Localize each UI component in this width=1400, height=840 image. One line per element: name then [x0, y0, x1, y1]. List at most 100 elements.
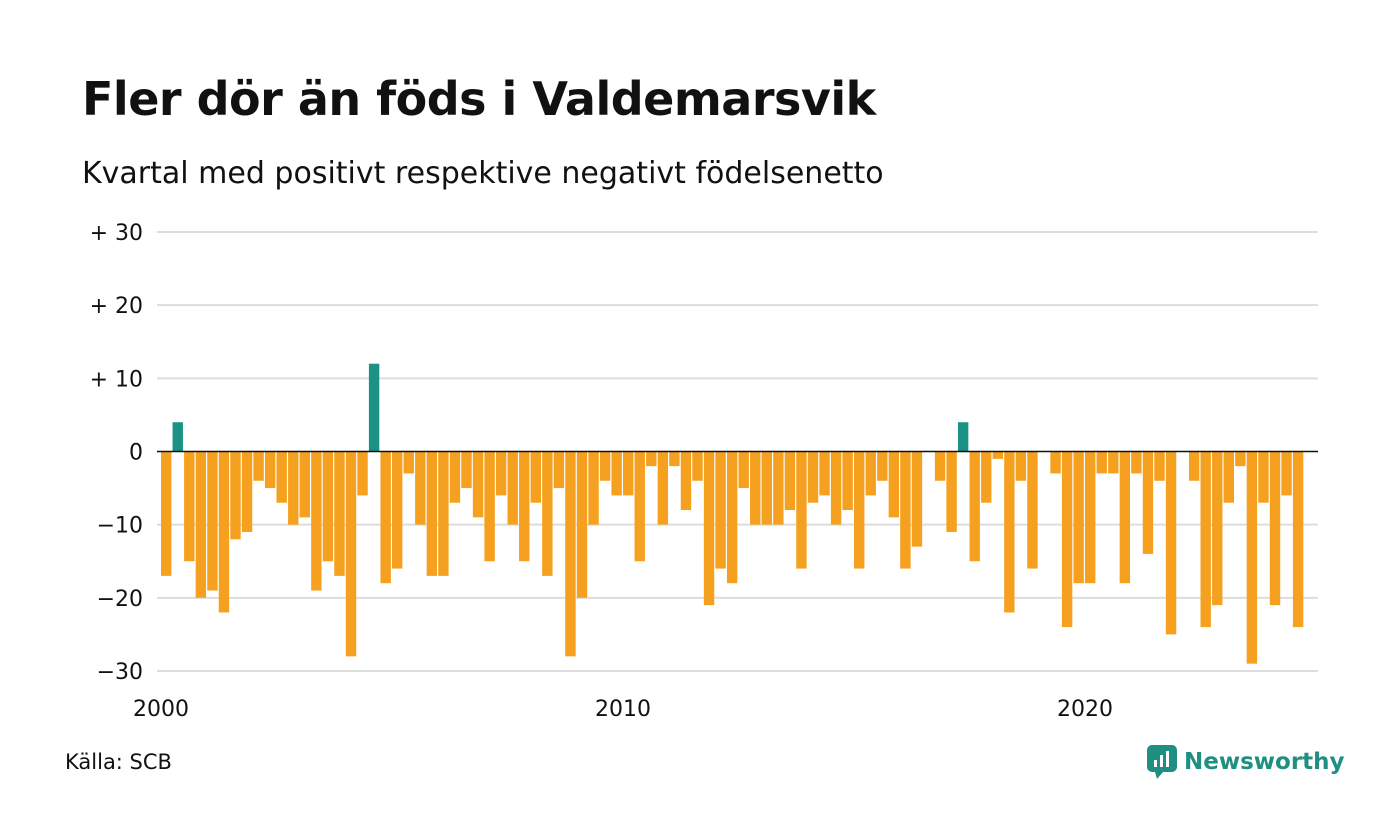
bar-negative [264, 451, 276, 489]
bar-negative [1061, 451, 1073, 628]
bar-negative [334, 451, 345, 576]
bar-negative [380, 451, 391, 584]
bar-negative [207, 451, 218, 591]
bar-negative [1188, 451, 1200, 481]
bar-negative [877, 451, 888, 481]
bar-negative [1015, 451, 1027, 481]
bar-negative [726, 451, 738, 584]
bar-negative [484, 451, 495, 562]
bar-negative [692, 451, 703, 481]
bar-negative [646, 451, 657, 467]
bar-negative [403, 451, 414, 474]
bar-negative [842, 451, 853, 511]
bar-negative [461, 451, 472, 489]
x-tick-label: 2010 [595, 697, 651, 722]
bar-negative [623, 451, 634, 496]
bar-positive [957, 422, 969, 452]
bar-negative [230, 451, 241, 540]
bar-negative [911, 451, 923, 547]
y-tick-label: + 20 [90, 294, 143, 319]
bar-negative [311, 451, 322, 591]
y-tick-label: + 10 [90, 367, 143, 392]
bar-negative [1246, 451, 1258, 664]
bar-negative [981, 451, 992, 503]
bar-negative [773, 451, 784, 525]
bar-negative [761, 451, 772, 525]
bar-negative [195, 451, 207, 598]
bar-negative [184, 451, 195, 562]
bar-negative [784, 451, 796, 511]
bar-negative [218, 451, 230, 613]
bar-negative [438, 451, 449, 576]
bar-negative [1073, 451, 1084, 584]
bar-negative [969, 451, 980, 562]
bar-negative [1165, 451, 1177, 635]
bar-negative [1281, 451, 1292, 496]
bar-negative [449, 451, 461, 503]
bar-negative [1096, 451, 1107, 474]
bar-positive [368, 363, 380, 452]
bar-negative [1027, 451, 1038, 569]
bar-negative [542, 451, 553, 576]
bar-negative [288, 451, 299, 525]
bar-negative [715, 451, 726, 569]
bar-negative [1200, 451, 1211, 628]
bar-negative [946, 451, 957, 532]
bar-negative [241, 451, 253, 532]
x-axis-ticks: 2000 2010 2020 [133, 697, 1113, 722]
bar-negative [322, 451, 334, 562]
y-tick-label: −10 [97, 514, 143, 539]
bar-negative [299, 451, 310, 518]
bar-negative [392, 451, 403, 569]
bar-negative [530, 451, 541, 503]
chart-title: Fler dör än föds i Valdemarsvik [82, 72, 876, 126]
bar-negative [992, 451, 1003, 459]
bar-negative [553, 451, 565, 489]
bar-negative [472, 451, 484, 518]
bar-negative [1131, 451, 1142, 474]
bar-negative [634, 451, 645, 562]
bar-negative [426, 451, 438, 576]
y-tick-label: 0 [129, 441, 143, 466]
bar-positive [172, 422, 183, 452]
bar-negative [1292, 451, 1304, 628]
bar-negative [830, 451, 842, 525]
bar-negative [161, 451, 172, 576]
x-tick-label: 2020 [1057, 697, 1113, 722]
bar-negative [819, 451, 830, 496]
bar-negative [738, 451, 749, 489]
bar-negative [1085, 451, 1096, 584]
bar-negative [1119, 451, 1131, 584]
bar-negative [1269, 451, 1281, 606]
bar-chart: + 30 + 20 + 10 0 −10 −20 −30 2000 2010 2020 [90, 221, 1318, 722]
y-axis-ticks: + 30 + 20 + 10 0 −10 −20 −30 [90, 221, 143, 685]
bar-negative [507, 451, 518, 525]
bar-negative [276, 451, 287, 503]
bar-negative [1050, 451, 1061, 474]
bar-negative [519, 451, 530, 562]
bar-negative [345, 451, 357, 657]
bar-negative [1108, 451, 1119, 474]
newsworthy-icon [1147, 745, 1177, 779]
y-tick-label: + 30 [90, 221, 143, 246]
bar-negative [588, 451, 599, 525]
bar-negative [854, 451, 865, 569]
bar-negative [415, 451, 426, 525]
bar-negative [865, 451, 876, 496]
brand-name: Newsworthy [1184, 749, 1345, 775]
bar-negative [576, 451, 588, 598]
y-tick-label: −20 [97, 587, 143, 612]
bar-negative [1212, 451, 1223, 606]
bar-negative [1258, 451, 1269, 503]
bar-negative [1154, 451, 1165, 481]
brand-logo[interactable]: Newsworthy [1146, 744, 1345, 780]
bar-negative [888, 451, 900, 518]
bar-negative [703, 451, 715, 606]
bar-negative [900, 451, 911, 569]
bar-negative [669, 451, 680, 467]
bar-negative [253, 451, 264, 481]
bar-negative [1004, 451, 1015, 613]
bar-negative [565, 451, 576, 657]
bar-negative [934, 451, 946, 481]
x-tick-label: 2000 [133, 697, 189, 722]
